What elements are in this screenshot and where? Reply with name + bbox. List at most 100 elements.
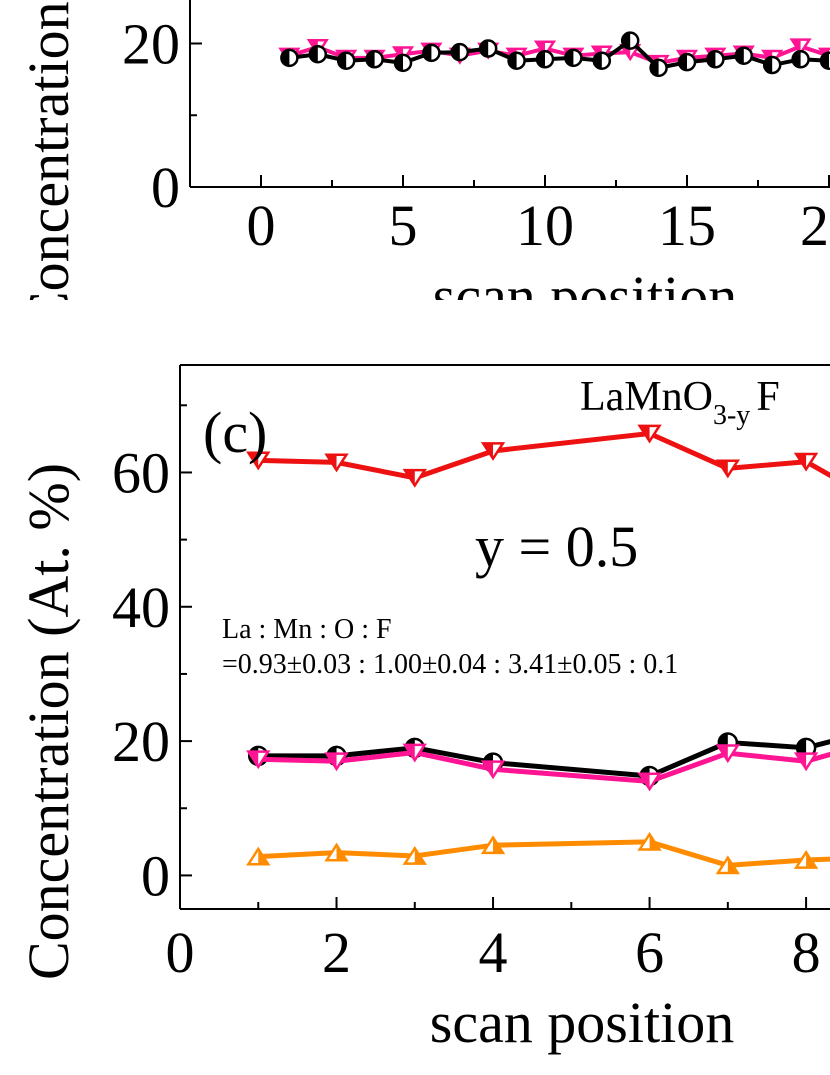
c-series-1-point-6	[795, 737, 817, 759]
c-series-2-point-0-fill	[248, 751, 259, 767]
c-y-tick-label-2: 40	[112, 575, 170, 640]
c-series-2-point-3	[480, 760, 506, 780]
c-series-0-point-4	[637, 424, 662, 444]
top-series-0-point-18	[789, 38, 812, 56]
top-series-1-point-13-fill	[650, 59, 659, 76]
top-series-1-point-17	[762, 55, 782, 75]
c-y-tick-label-1: 20	[112, 709, 170, 774]
c-series-1-line	[258, 739, 830, 779]
c-series-2-point-4-fill	[639, 773, 650, 790]
ratio-label: La : Mn : O : F	[222, 614, 392, 645]
c-series-2-point-2-fill	[404, 744, 415, 761]
c-series-3-point-1-fill	[336, 844, 347, 861]
c-series-3-point-6	[793, 850, 819, 869]
top-x-tick-label-4: 20	[800, 193, 830, 258]
top-y-tick-label-1: 20	[122, 12, 180, 77]
top-series-1-point-3	[365, 50, 384, 69]
c-x-tick-label-0: 0	[166, 920, 195, 985]
top-series-1-point-10-fill	[565, 49, 574, 66]
c-series-3-point-2-fill	[414, 848, 425, 864]
c-series-2	[246, 743, 830, 792]
c-y-axis-title: Concentration (At. %)	[16, 463, 81, 980]
top-series-1-line	[289, 38, 830, 70]
top-series-1-point-7-fill	[480, 40, 489, 57]
top-series-1-point-1	[308, 45, 328, 64]
c-y-tick-label-0: 0	[141, 843, 170, 908]
top-series-0-point-18-fill	[791, 39, 801, 54]
top-y-axis-title: Concentration (At. %)	[16, 0, 81, 330]
top-series-1-point-9	[535, 50, 555, 69]
top-series-1-point-11-fill	[593, 52, 602, 69]
top-series-1-point-5-fill	[423, 44, 432, 61]
top-series-1-point-4	[393, 53, 413, 73]
top-series-0-point-1-fill	[309, 40, 318, 54]
c-series-3-point-4	[637, 831, 662, 851]
c-series-0-point-5	[715, 459, 741, 479]
sample-formula-tail: F	[756, 374, 779, 420]
c-x-tick-label-3: 6	[635, 920, 664, 985]
c-series-2-point-5	[715, 744, 741, 764]
c-x-tick-label-4: 8	[792, 920, 821, 985]
c-series-3-point-0	[246, 846, 271, 866]
c-series-0-point-0	[246, 451, 271, 471]
top-series-1-point-1-fill	[309, 46, 318, 63]
top-series-1-point-7	[478, 39, 498, 58]
c-series-0-point-6	[793, 452, 819, 472]
top-series-1-point-3-fill	[366, 51, 375, 68]
top-series-1-point-12	[620, 31, 640, 50]
c-series-2-point-5-fill	[717, 745, 728, 761]
top-series-1-point-5	[422, 43, 441, 63]
c-series-2-point-4	[637, 772, 662, 792]
top-series-1-point-15-fill	[707, 51, 716, 68]
c-series-3-point-3-fill	[493, 837, 503, 853]
top-series-1-point-0	[280, 48, 299, 68]
ratio-values: =0.93±0.03 : 1.00±0.04 : 3.41±0.05 : 0.1	[222, 649, 678, 680]
top-series-1-point-8	[507, 51, 526, 70]
top-series-1-point-19	[819, 51, 830, 70]
top-series-0-point-9-fill	[536, 41, 545, 56]
c-series-3-point-2	[402, 845, 427, 865]
c-series-0-point-1-fill	[326, 454, 337, 471]
c-series-0-point-3	[480, 442, 506, 461]
top-series-0-line	[288, 44, 830, 65]
c-series-0-point-2-fill	[404, 470, 415, 486]
c-series-2-point-6-fill	[796, 753, 807, 769]
y-value-annotation: y = 0.5	[475, 514, 638, 579]
concentration-chart-c: 0 2 4 6 8 0 20 40 60 (c) LaMnO3-y F y = 0.5 La : …	[16, 364, 830, 1055]
top-series-1-point-12-fill	[622, 32, 631, 49]
top-series-1-point-16-fill	[735, 47, 744, 64]
panel-label-c: (c)	[203, 400, 267, 465]
c-series-3-line	[258, 839, 830, 868]
top-y-tick-label-0: 0	[151, 155, 180, 220]
c-series-3-point-4-fill	[649, 834, 660, 850]
top-series-1-point-6-fill	[451, 44, 460, 61]
c-series-3-point-0-fill	[258, 848, 269, 865]
c-series-0-point-2	[402, 468, 427, 488]
c-series-3-point-6-fill	[806, 852, 816, 868]
c-series-1-point-6-fill	[797, 738, 807, 757]
top-series-1-point-17-fill	[764, 57, 773, 74]
top-series-1-point-14	[677, 52, 697, 72]
concentration-chart-top: 0 5 10 15 20 0 20 scan position Concentration …	[16, 0, 830, 330]
c-series-3-point-5	[715, 855, 741, 875]
top-series-group	[278, 31, 830, 78]
c-series-0-point-3-fill	[483, 443, 494, 459]
top-series-1-point-0-fill	[281, 49, 290, 66]
top-axes: 0 5 10 15 20 0 20	[122, 0, 830, 258]
top-series-1-point-14-fill	[679, 54, 687, 71]
top-series-1-point-4-fill	[395, 54, 403, 71]
c-series-2-line	[258, 750, 830, 784]
top-x-tick-label-0: 0	[247, 193, 276, 258]
top-series-1-point-15	[706, 50, 725, 69]
top-series-1-point-9-fill	[537, 51, 545, 68]
c-series-2-point-3-fill	[483, 761, 494, 777]
c-series-3	[246, 831, 830, 875]
c-x-tick-label-1: 2	[322, 920, 351, 985]
top-series-1-point-2-fill	[338, 52, 347, 69]
top-series-1-point-8-fill	[508, 52, 517, 69]
c-series-group	[246, 424, 830, 875]
top-x-tick-label-1: 5	[389, 193, 418, 258]
c-series-2-point-1	[324, 752, 349, 772]
top-x-tick-label-2: 10	[516, 193, 574, 258]
